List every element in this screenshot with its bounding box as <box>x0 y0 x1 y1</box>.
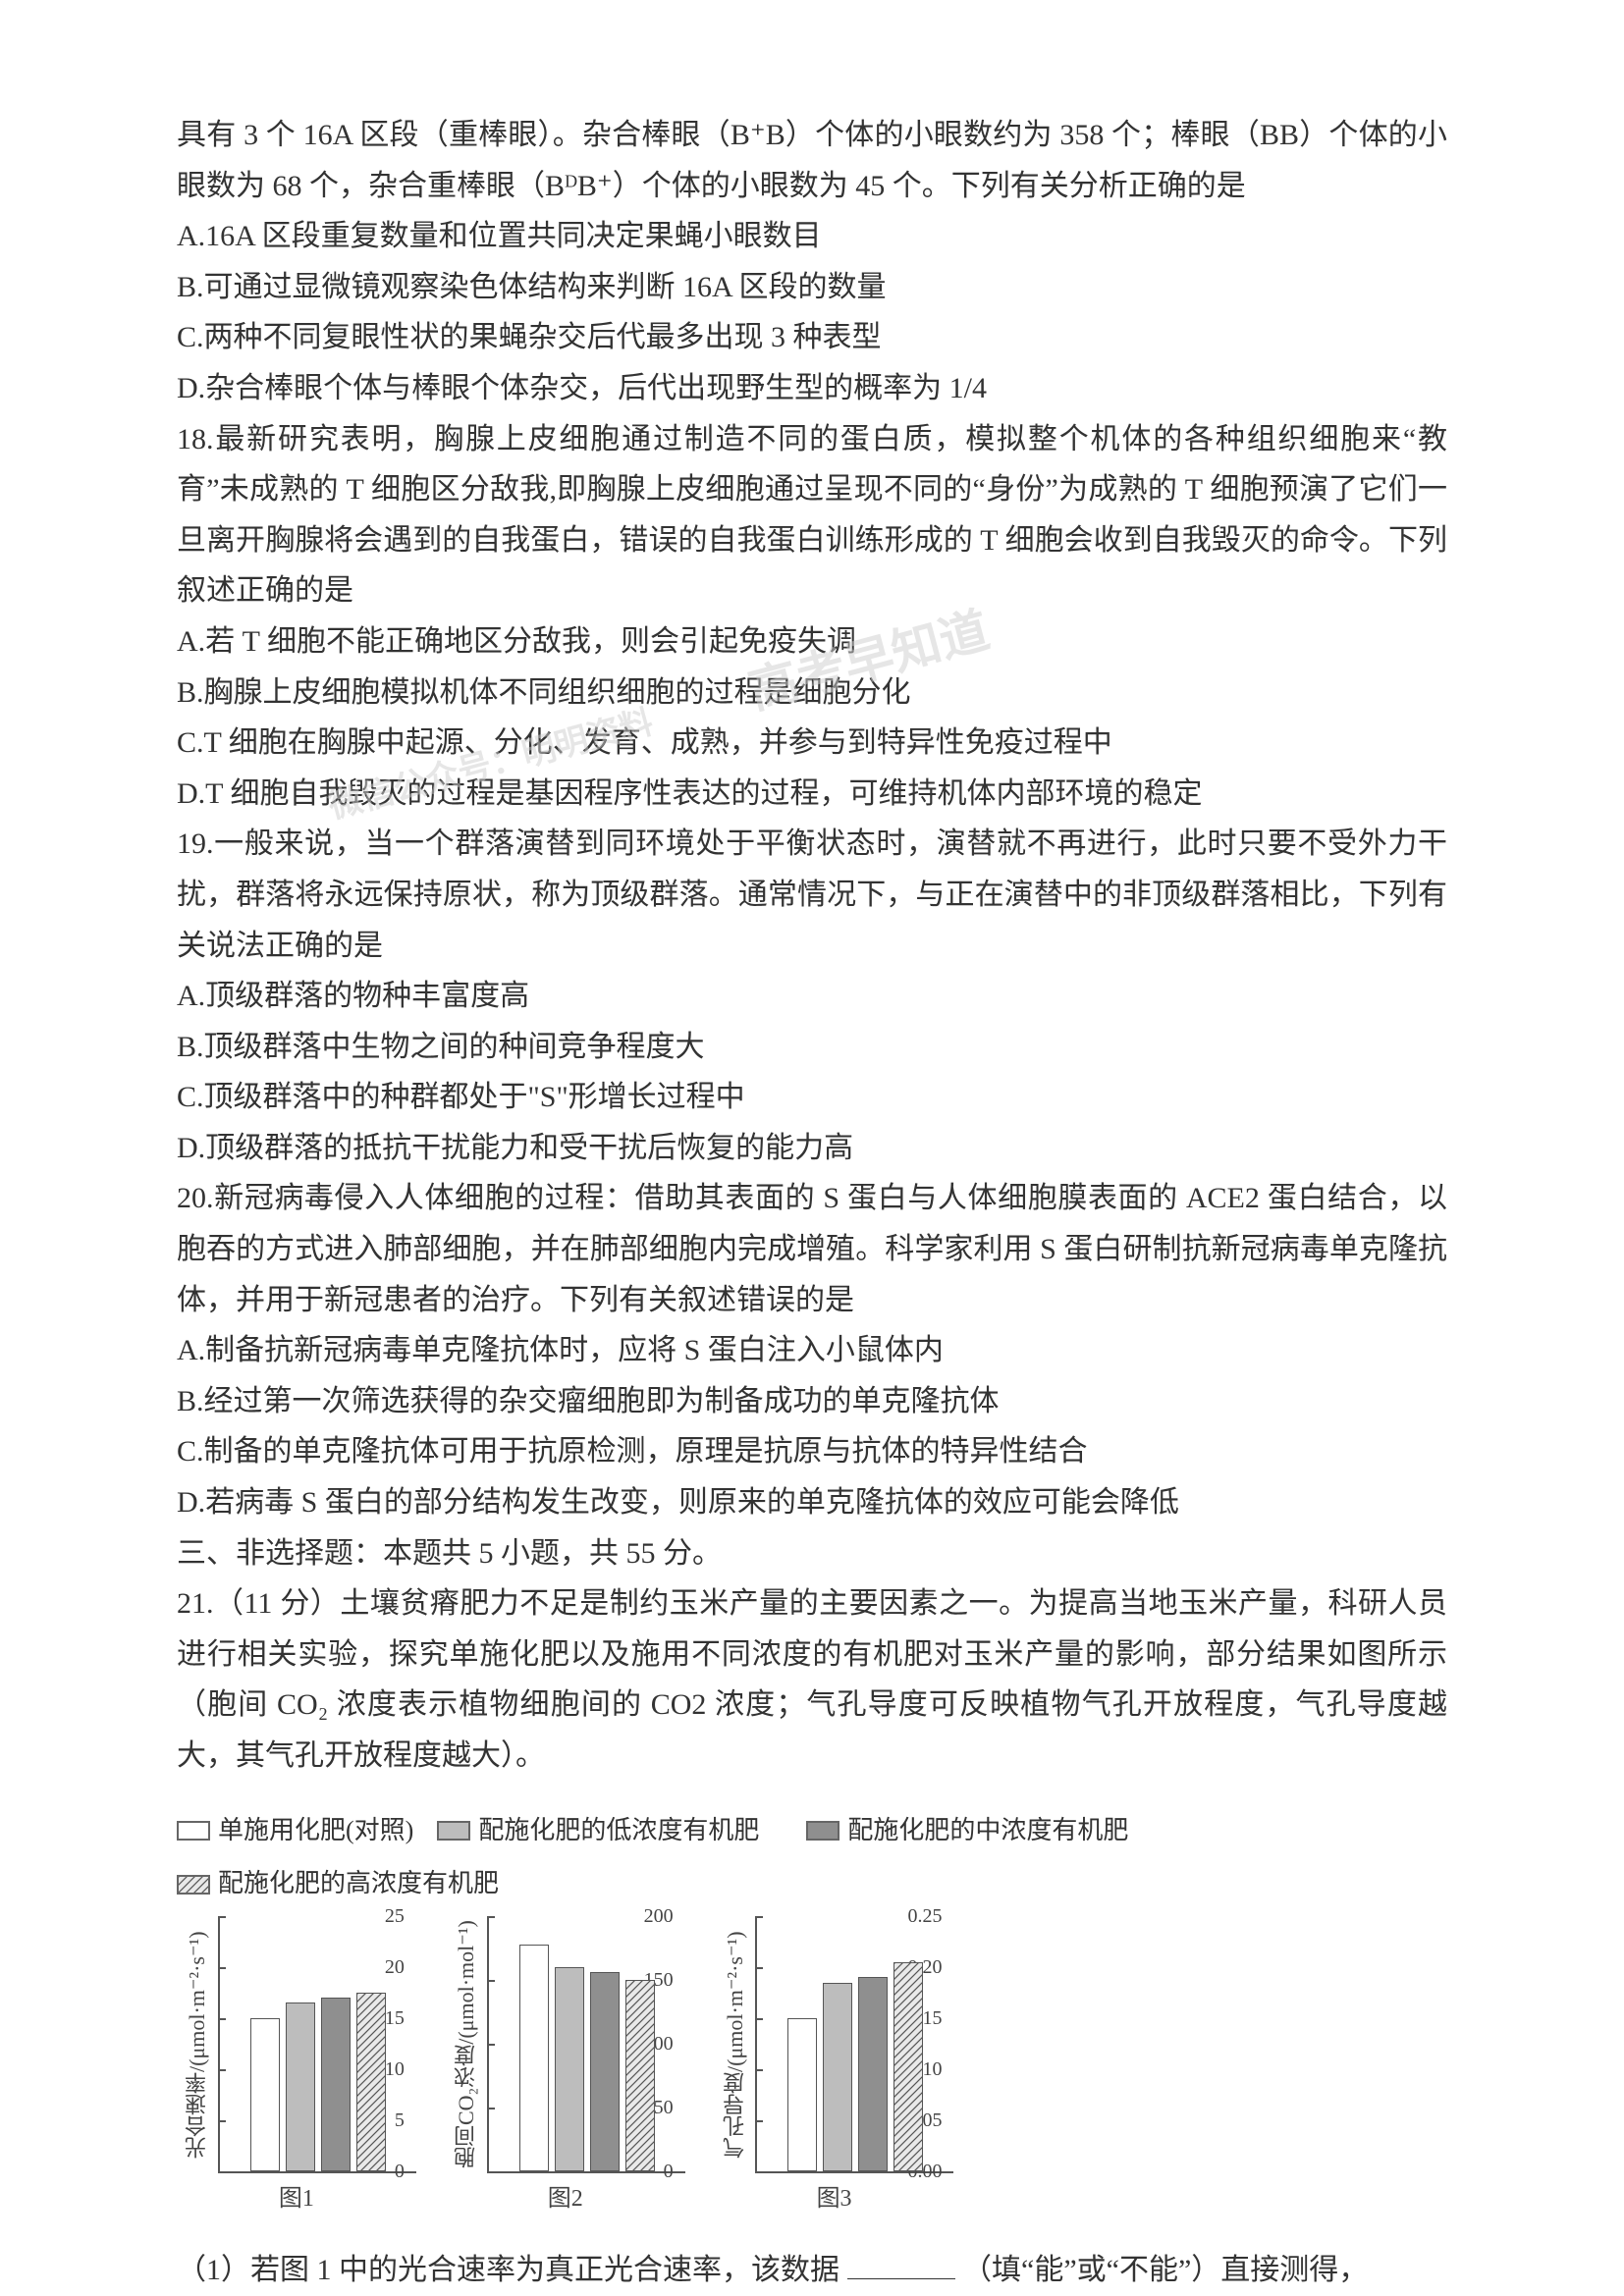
legend-swatch <box>177 1875 210 1895</box>
y-axis-label: 光合速率/(μmol·m⁻²·s⁻¹) <box>177 1916 218 2173</box>
q20-stem: 20.新冠病毒侵入人体细胞的过程：借助其表面的 S 蛋白与人体细胞膜表面的 AC… <box>177 1173 1447 1325</box>
bar <box>321 1998 351 2171</box>
q17-stem-cont: 具有 3 个 16A 区段（重棒眼）。杂合棒眼（B⁺B）个体的小眼数约为 358… <box>177 110 1447 211</box>
bar-chart: 气孔导度/(μmol·m⁻²·s⁻¹)0.000.050.100.150.200… <box>715 1916 954 2219</box>
y-tick-label: 25 <box>385 1899 405 1933</box>
q17-opt-d: D.杂合棒眼个体与棒眼个体杂交，后代出现野生型的概率为 1/4 <box>177 363 1447 414</box>
q17-opt-a: A.16A 区段重复数量和位置共同决定果蝇小眼数目 <box>177 211 1447 262</box>
q19-opt-b: B.顶级群落中生物之间的种间竞争程度大 <box>177 1022 1447 1073</box>
bar <box>625 1980 655 2171</box>
bar <box>823 1983 852 2171</box>
bar-chart: 光合速率/(μmol·m⁻²·s⁻¹)0510152025 图1 <box>177 1916 416 2219</box>
bar <box>356 1993 386 2171</box>
legend-item: 配施化肥的低浓度有机肥 <box>437 1809 759 1853</box>
q21-stem: 21.（11 分）土壤贫瘠肥力不足是制约玉米产量的主要因素之一。为提高当地玉米产… <box>177 1578 1447 1781</box>
legend-label: 配施化肥的低浓度有机肥 <box>478 1809 759 1853</box>
bar <box>787 2018 817 2171</box>
legend-label: 配施化肥的高浓度有机肥 <box>218 1862 499 1906</box>
chart-caption: 图2 <box>548 2179 583 2219</box>
charts-row: 光合速率/(μmol·m⁻²·s⁻¹)0510152025 图1 胞间CO₂浓度/(… <box>177 1916 1447 2219</box>
legend-label: 配施化肥的中浓度有机肥 <box>847 1809 1128 1853</box>
q20-opt-a: A.制备抗新冠病毒单克隆抗体时，应将 S 蛋白注入小鼠体内 <box>177 1325 1447 1376</box>
q20-opt-c: C.制备的单克隆抗体可用于抗原检测，原理是抗原与抗体的特异性结合 <box>177 1426 1447 1477</box>
bar <box>519 1945 549 2171</box>
bar <box>590 1972 620 2171</box>
bar <box>286 2002 315 2171</box>
q19-opt-a: A.顶级群落的物种丰富度高 <box>177 971 1447 1022</box>
q17-opt-c: C.两种不同复眼性状的果蝇杂交后代最多出现 3 种表型 <box>177 312 1447 363</box>
legend-label: 单施用化肥(对照) <box>218 1809 413 1853</box>
legend-swatch <box>177 1821 210 1841</box>
q19-stem: 19.一般来说，当一个群落演替到同环境处于平衡状态时，演替就不再进行，此时只要不… <box>177 819 1447 971</box>
q21-figure: 单施用化肥(对照) 配施化肥的低浓度有机肥 配施化肥的中浓度有机肥配施化肥的高浓度有… <box>177 1809 1447 2220</box>
q21-sub1-prefix: （1）若图 1 中的光合速率为真正光合速率，该数据 <box>177 2254 839 2286</box>
plot-area: 0.000.050.100.150.200.25 <box>755 1916 953 2173</box>
fill-blank[interactable] <box>847 2249 955 2279</box>
q20-opt-d: D.若病毒 S 蛋白的部分结构发生改变，则原来的单克隆抗体的效应可能会降低 <box>177 1477 1447 1528</box>
legend-swatch <box>806 1821 839 1841</box>
q18-opt-b: B.胸腺上皮细胞模拟机体不同组织细胞的过程是细胞分化 <box>177 667 1447 719</box>
plot-area: 0510152025 <box>218 1916 416 2173</box>
q20-opt-b: B.经过第一次筛选获得的杂交瘤细胞即为制备成功的单克隆抗体 <box>177 1376 1447 1427</box>
chart-caption: 图1 <box>279 2179 314 2219</box>
bar <box>555 1967 584 2171</box>
y-tick-label: 200 <box>644 1899 674 1933</box>
q21-sub1: （1）若图 1 中的光合速率为真正光合速率，该数据 （填“能”或“不能”）直接测… <box>177 2245 1447 2296</box>
bar <box>250 2018 280 2171</box>
legend-item: 单施用化肥(对照) <box>177 1809 413 1853</box>
plot-area: 050100150200 <box>487 1916 685 2173</box>
q18-opt-d: D.T 细胞自我毁灭的过程是基因程序性表达的过程，可维持机体内部环境的稳定 <box>177 769 1447 820</box>
legend-swatch <box>437 1821 470 1841</box>
section-3-header: 三、非选择题：本题共 5 小题，共 55 分。 <box>177 1528 1447 1579</box>
q18-opt-a: A.若 T 细胞不能正确地区分敌我，则会引起免疫失调 <box>177 616 1447 667</box>
bar-chart: 胞间CO₂浓度/(μmol·mol⁻¹)050100150200 图2 <box>446 1916 685 2219</box>
bar <box>893 1962 923 2171</box>
y-tick-label: 20 <box>385 1950 405 1984</box>
q19-opt-d: D.顶级群落的抵抗干扰能力和受干扰后恢复的能力高 <box>177 1123 1447 1174</box>
y-tick-label: 0.25 <box>907 1899 942 1933</box>
y-axis-label: 胞间CO₂浓度/(μmol·mol⁻¹) <box>446 1916 487 2173</box>
legend-item: 配施化肥的高浓度有机肥 <box>177 1862 499 1906</box>
q19-opt-c: C.顶级群落中的种群都处于"S"形增长过程中 <box>177 1072 1447 1123</box>
chart-legend: 单施用化肥(对照) 配施化肥的低浓度有机肥 配施化肥的中浓度有机肥配施化肥的高浓度有… <box>177 1809 1447 1906</box>
q17-opt-b: B.可通过显微镜观察染色体结构来判断 16A 区段的数量 <box>177 262 1447 313</box>
q21-sub1-line: （1）若图 1 中的光合速率为真正光合速率，该数据 （填“能”或“不能”）直接测… <box>177 2245 1447 2296</box>
bar <box>858 1977 888 2171</box>
q18-stem: 18.最新研究表明，胸腺上皮细胞通过制造不同的蛋白质，模拟整个机体的各种组织细胞… <box>177 414 1447 616</box>
y-axis-label: 气孔导度/(μmol·m⁻²·s⁻¹) <box>715 1916 756 2173</box>
legend-item: 配施化肥的中浓度有机肥 <box>806 1809 1128 1853</box>
q18-opt-c: C.T 细胞在胸腺中起源、分化、发育、成熟，并参与到特异性免疫过程中 <box>177 718 1447 769</box>
chart-caption: 图3 <box>817 2179 852 2219</box>
exam-page: 具有 3 个 16A 区段（重棒眼）。杂合棒眼（B⁺B）个体的小眼数约为 358… <box>0 0 1624 2296</box>
q21-sub1-suffix: （填“能”或“不能”）直接测得， <box>962 2254 1368 2286</box>
question-body: 具有 3 个 16A 区段（重棒眼）。杂合棒眼（B⁺B）个体的小眼数约为 358… <box>177 110 1447 1782</box>
